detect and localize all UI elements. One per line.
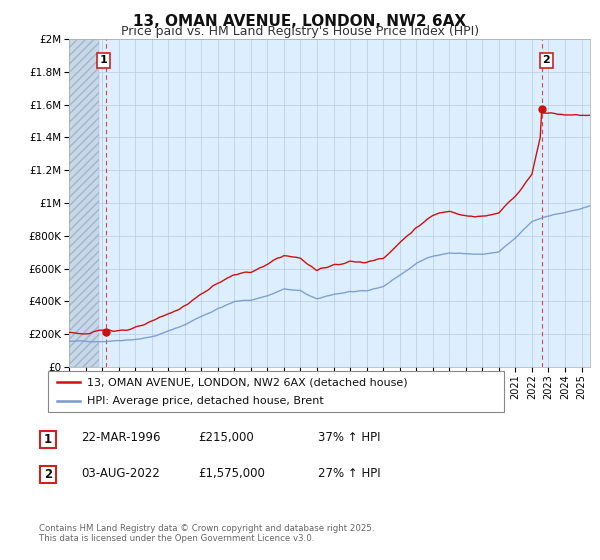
Text: 1: 1: [44, 433, 52, 446]
Bar: [69, 39, 99, 367]
Text: 22-MAR-1996: 22-MAR-1996: [81, 431, 161, 445]
Text: 27% ↑ HPI: 27% ↑ HPI: [318, 466, 380, 480]
Text: 2: 2: [542, 55, 550, 66]
Text: 37% ↑ HPI: 37% ↑ HPI: [318, 431, 380, 445]
Text: £215,000: £215,000: [198, 431, 254, 445]
Text: 2: 2: [44, 468, 52, 482]
Text: 1: 1: [100, 55, 107, 66]
Text: HPI: Average price, detached house, Brent: HPI: Average price, detached house, Bren…: [87, 396, 323, 405]
Text: Price paid vs. HM Land Registry's House Price Index (HPI): Price paid vs. HM Land Registry's House …: [121, 25, 479, 38]
Text: £1,575,000: £1,575,000: [198, 466, 265, 480]
Text: 03-AUG-2022: 03-AUG-2022: [81, 466, 160, 480]
Text: 13, OMAN AVENUE, LONDON, NW2 6AX: 13, OMAN AVENUE, LONDON, NW2 6AX: [133, 14, 467, 29]
Text: Contains HM Land Registry data © Crown copyright and database right 2025.
This d: Contains HM Land Registry data © Crown c…: [39, 524, 374, 543]
Text: 13, OMAN AVENUE, LONDON, NW2 6AX (detached house): 13, OMAN AVENUE, LONDON, NW2 6AX (detach…: [87, 377, 407, 387]
